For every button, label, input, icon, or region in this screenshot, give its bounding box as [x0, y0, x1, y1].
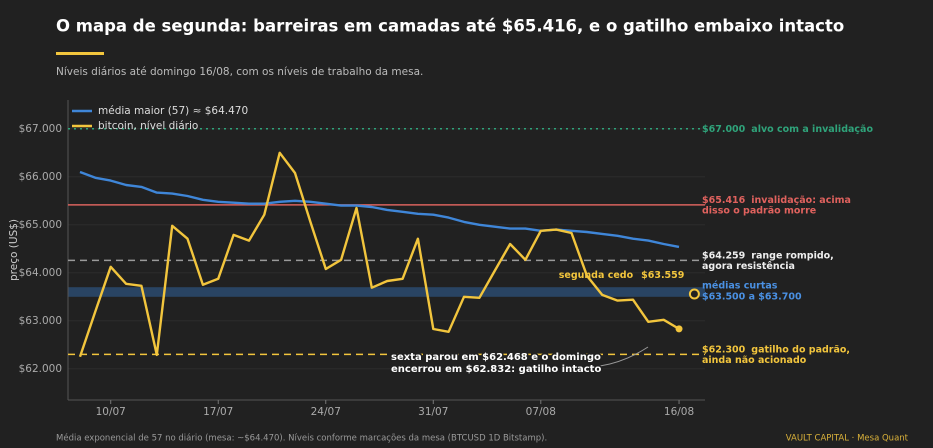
y-axis-label: preço (US$)	[8, 219, 20, 281]
chart-title: O mapa de segunda: barreiras em camadas …	[56, 17, 844, 36]
reference-label: $62.300 gatilho do padrão,	[702, 344, 850, 355]
footer: Média exponencial de 57 no diário (mesa:…	[56, 433, 547, 444]
reference-text: gatilho do padrão,	[751, 344, 850, 355]
legend-label: bitcoin, nível diário	[98, 120, 198, 132]
monday-point	[688, 288, 700, 300]
annotation-text: encerrou em $62.832: gatilho intacto	[391, 364, 601, 375]
reference-text: invalidação: acima	[751, 194, 851, 205]
reference-text: range rompido,	[751, 250, 834, 261]
x-tick-label: 31/07	[418, 406, 448, 418]
brand: VAULT CAPITAL · Mesa Quant	[786, 434, 909, 444]
band	[68, 287, 705, 297]
y-tick-label: $67.000	[19, 123, 62, 135]
reference-label: $65.416 invalidação: acima	[702, 194, 851, 205]
reference-label-line: ainda não acionado	[702, 355, 807, 366]
series-line	[78, 151, 680, 358]
title-accent	[56, 52, 104, 55]
monday-label: segunda cedo $63.559	[559, 269, 685, 280]
monday-value: $63.559	[641, 269, 684, 280]
y-tick-label: $64.000	[19, 267, 62, 279]
reference-value: $64.259	[702, 250, 745, 261]
y-tick-label: $63.000	[19, 315, 62, 327]
x-tick-label: 16/08	[664, 406, 694, 418]
subtitle: Níveis diários até domingo 16/08, com os…	[56, 66, 423, 78]
y-tick-label: $65.000	[19, 219, 62, 231]
x-tick-label: 07/08	[526, 406, 556, 418]
y-tick-label: $66.000	[19, 171, 62, 183]
reference-label-line: agora resistência	[702, 261, 795, 272]
band-label: médias curtas	[702, 281, 778, 292]
reference-label: $67.000 alvo com a invalidação	[702, 123, 873, 134]
reference-value: $67.000	[702, 123, 746, 134]
x-tick-label: 17/07	[203, 406, 233, 418]
reference-value: $62.300	[702, 344, 746, 355]
reference-value: $65.416	[702, 194, 746, 205]
annotation-arrow	[599, 346, 649, 367]
series-line	[79, 170, 680, 249]
monday-text: segunda cedo	[559, 269, 634, 280]
reference-text: alvo com a invalidação	[751, 123, 873, 134]
band-range-label: $63.500 a $63.700	[702, 292, 802, 303]
reference-label: $64.259 range rompido,	[702, 250, 834, 261]
last-point	[675, 325, 683, 333]
legend-label: média maior (57) ≈ $64.470	[98, 105, 248, 117]
y-tick-label: $62.000	[19, 363, 62, 375]
annotation-text: sexta parou em $62.468 e o domingo	[391, 352, 601, 363]
x-tick-label: 24/07	[311, 406, 341, 418]
x-tick-label: 10/07	[96, 406, 126, 418]
reference-label-line: disso o padrão morre	[702, 205, 816, 216]
